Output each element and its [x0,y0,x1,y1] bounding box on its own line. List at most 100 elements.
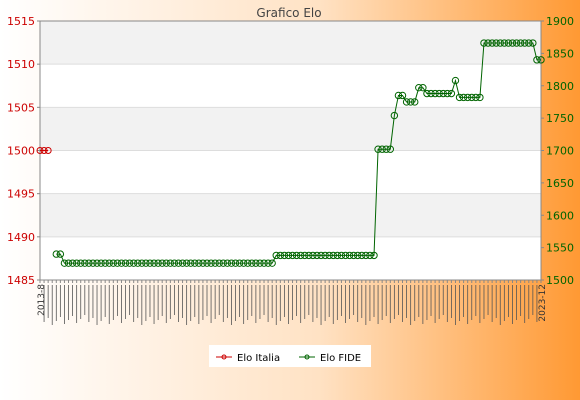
fide-point [305,251,313,260]
fide-point [508,39,517,47]
fide-point [488,39,496,47]
fide-point [134,259,142,267]
left-tick-label: 1485 [7,274,35,287]
fide-point [394,91,403,100]
fide-point [317,251,325,260]
fide-point [301,251,309,260]
right-tick-label: 1850 [546,47,574,60]
fide-point [231,259,240,267]
fide-point [268,259,276,267]
fide-point [77,259,85,267]
fide-point [178,259,187,267]
fide-point [358,251,366,260]
left-tick-label: 1505 [7,101,35,114]
fide-point [451,76,460,85]
fide-point [419,83,427,92]
fide-point [109,259,118,267]
fide-point [443,89,452,98]
fide-point [439,89,447,98]
fide-point [248,259,256,267]
fide-point [525,39,533,47]
x-tick-label: 2013-8 [37,284,47,316]
right-tick-label: 1500 [546,274,574,287]
fide-point [93,259,101,267]
fide-point [468,93,476,102]
fide-point [219,259,227,267]
fide-point [431,89,439,98]
fide-point [264,259,272,267]
fide-point [296,251,305,260]
fide-point [195,259,203,267]
right-tick-label: 1600 [546,209,574,222]
fide-point [256,259,264,267]
fide-point [239,259,248,267]
fide-point [516,39,525,47]
fide-point [203,259,211,267]
fide-point [333,251,342,260]
fide-point [455,93,464,102]
right-tick-label: 1900 [546,15,574,28]
fide-point [329,251,337,260]
fide-point [223,259,232,267]
fide-point [521,39,529,47]
italia-point [36,147,44,154]
fide-point [97,259,105,267]
fide-point [321,251,329,260]
italia-point [44,147,52,154]
fide-point [105,259,113,267]
left-tick-label: 1500 [7,145,35,158]
fide-point [463,93,472,102]
fide-point [138,259,146,267]
fide-point [496,39,504,47]
fide-point [447,89,456,98]
fide-point [60,259,69,267]
fide-point [504,39,513,47]
fide-point [390,111,399,120]
fide-point [187,259,195,267]
fide-point [121,259,130,267]
fide-point [68,259,77,267]
plot-band [40,193,541,237]
right-tick-label: 1750 [546,112,574,125]
fide-point [537,56,545,64]
plot-band [40,150,541,194]
fide-point [191,259,199,267]
fide-point [89,259,97,267]
fide-point [52,250,60,258]
fide-point [85,259,93,267]
fide-point [484,39,492,47]
fide-point [337,251,346,260]
right-tick-label: 1650 [546,177,574,190]
fide-point [252,259,260,267]
fide-point [382,145,390,153]
legend-italia-label: Elo Italia [237,353,280,364]
legend: Elo Italia Elo FIDE [209,345,371,367]
fide-point [170,259,179,267]
fide-point [81,259,89,267]
fide-point [125,259,134,267]
right-tick-label: 1800 [546,80,574,93]
fide-point [260,259,268,267]
fide-point [56,250,65,258]
legend-italia-marker [221,354,227,360]
fide-point [411,98,419,106]
fide-point [370,251,378,260]
fide-point [162,259,170,267]
fide-point [354,251,362,260]
legend-fide-marker [304,354,310,360]
fide-point [345,251,354,260]
fide-point [235,259,244,267]
plot-band [40,21,541,65]
fide-point [398,91,407,100]
fide-point [325,251,333,260]
fide-point [349,251,358,260]
fide-point [529,39,537,47]
italia-point [40,147,48,154]
fide-point [117,259,126,267]
fide-point [500,39,509,47]
fide-point [182,259,191,267]
fide-point [386,145,394,153]
legend-box [209,345,371,367]
